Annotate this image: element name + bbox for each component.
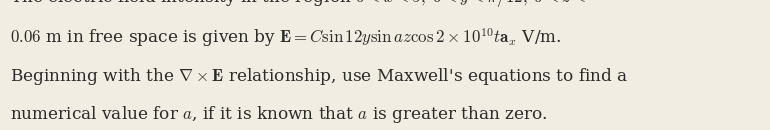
Text: Beginning with the $\nabla \times \mathbf{E}$ relationship, use Maxwell's equati: Beginning with the $\nabla \times \mathb…	[10, 66, 628, 87]
Text: $0.06$ m in free space is given by $\mathbf{E} = C \sin 12y \sin az \cos 2 \time: $0.06$ m in free space is given by $\mat…	[10, 27, 561, 49]
Text: numerical value for $a$, if it is known that $a$ is greater than zero.: numerical value for $a$, if it is known …	[10, 104, 547, 125]
Text: The electric field intensity in the region $0 < x < 5,\; 0 < y < \pi/12,\; 0 < z: The electric field intensity in the regi…	[10, 0, 586, 9]
